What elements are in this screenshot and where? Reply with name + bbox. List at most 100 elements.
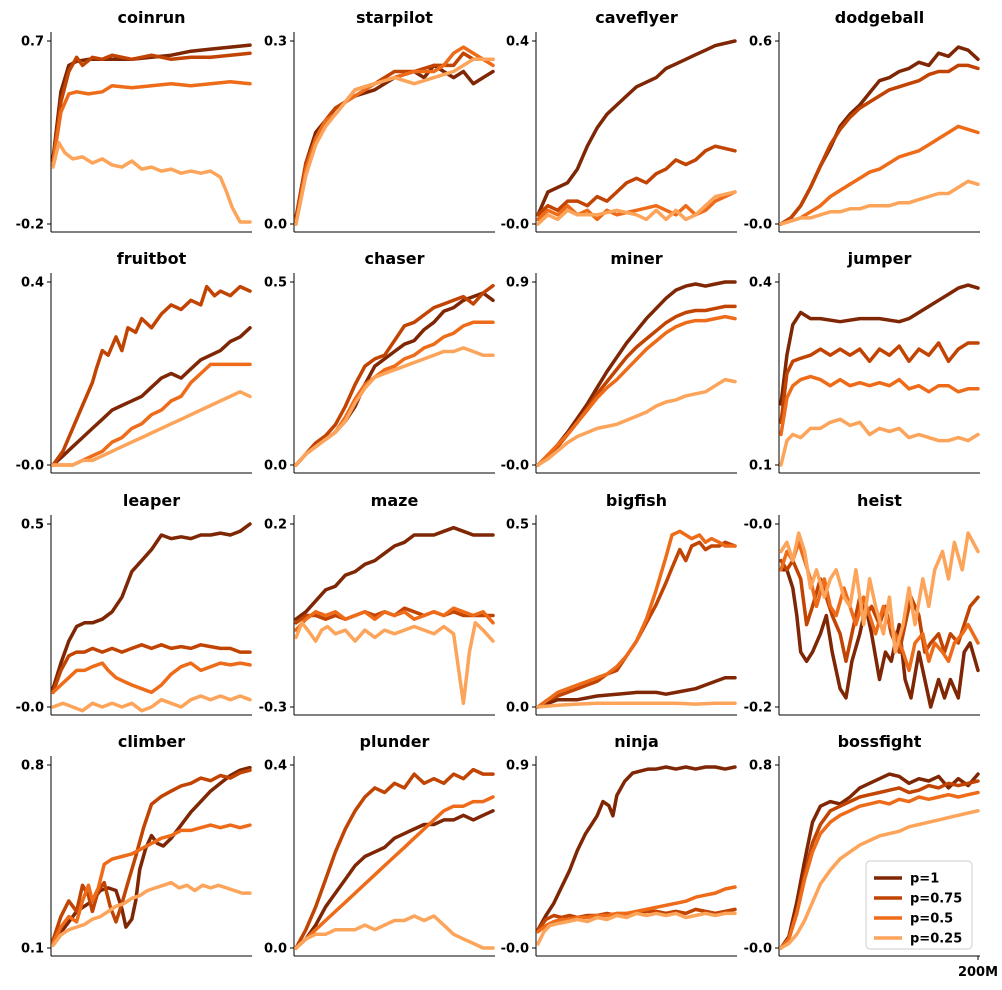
series-line-p=0.75 — [51, 643, 252, 695]
y-tick-label: -0.0 — [16, 701, 44, 716]
series-line-p=0.5 — [536, 314, 737, 467]
y-tick-label: 0.4 — [264, 759, 287, 774]
series-line-p=1 — [779, 283, 980, 406]
y-tick-label: -0.0 — [16, 459, 44, 474]
y-tick-label: -0.0 — [501, 218, 529, 233]
series-line-p=0.75 — [294, 283, 495, 467]
y-tick-label: 0.6 — [749, 35, 772, 50]
panel-leaper: leaper -0.0 0.5 — [16, 491, 252, 716]
y-tick-label: 0.0 — [264, 459, 287, 474]
series-line-p=1 — [51, 522, 252, 691]
series-line-p=0.5 — [779, 540, 980, 673]
panel-title: caveflyer — [595, 8, 678, 27]
series-line-p=0.5 — [779, 790, 980, 950]
y-tick-label: -0.2 — [16, 218, 44, 233]
y-tick-label: -0.0 — [501, 459, 529, 474]
panel-title: plunder — [360, 732, 430, 751]
panel-title: bigfish — [606, 491, 667, 510]
series-line-p=0.25 — [51, 390, 252, 467]
series-line-p=1 — [536, 39, 737, 217]
series-line-p=0.75 — [51, 768, 252, 942]
panel-title: ninja — [614, 732, 659, 751]
series-line-p=0.25 — [536, 377, 737, 467]
panel-title: starpilot — [356, 8, 433, 27]
panel-title: leaper — [123, 491, 180, 510]
panel-title: fruitbot — [117, 249, 187, 268]
legend-label: p=0.75 — [910, 892, 962, 907]
series-line-p=0.5 — [294, 606, 495, 632]
series-line-p=0.25 — [51, 140, 252, 224]
series-line-p=0.75 — [294, 767, 495, 950]
series-line-p=0.25 — [779, 809, 980, 950]
series-line-p=0.5 — [51, 823, 252, 945]
series-line-p=0.5 — [294, 795, 495, 950]
panel-dodgeball: dodgeball -0.0 0.6 — [744, 8, 980, 233]
y-tick-label: 0.4 — [21, 276, 44, 291]
panel-title: coinrun — [117, 8, 185, 27]
series-line-p=1 — [294, 63, 495, 220]
panel-title: climber — [118, 732, 185, 751]
series-line-p=1 — [294, 809, 495, 950]
series-line-p=0.25 — [51, 694, 252, 713]
panel-bigfish: bigfish 0.0 0.5 — [506, 491, 737, 716]
series-line-p=0.25 — [294, 621, 495, 706]
series-line-p=0.5 — [536, 529, 737, 709]
legend: p=1 p=0.75 p=0.5 p=0.25 — [865, 860, 973, 950]
y-tick-label: -0.0 — [744, 518, 772, 533]
y-tick-label: 0.5 — [506, 518, 529, 533]
panel-bossfight: bossfight -0.0 0.8 200M p=1 p=0.75 p=0.5 p=0.25 — [744, 732, 998, 980]
y-tick-label: 0.1 — [749, 459, 772, 474]
series-line-p=1 — [51, 765, 252, 945]
y-tick-label: 0.2 — [264, 518, 287, 533]
series-line-p=0.25 — [536, 911, 737, 946]
y-tick-label: -0.0 — [744, 218, 772, 233]
series-line-p=0.75 — [536, 144, 737, 217]
series-line-p=1 — [294, 525, 495, 621]
panel-title: chaser — [365, 249, 425, 268]
y-tick-label: 0.5 — [21, 518, 44, 533]
panel-climber: climber 0.1 0.8 — [21, 732, 252, 957]
panel-jumper: jumper 0.1 0.4 — [749, 249, 980, 474]
panel-title: jumper — [847, 249, 912, 268]
series-line-p=0.25 — [536, 190, 737, 226]
y-tick-label: 0.0 — [506, 701, 529, 716]
panel-ninja: ninja -0.0 0.9 — [501, 732, 737, 957]
panel-coinrun: coinrun -0.2 0.7 — [16, 8, 252, 233]
y-tick-label: 0.7 — [21, 35, 44, 50]
y-tick-label: 0.3 — [264, 35, 287, 50]
series-line-p=1 — [779, 45, 980, 226]
y-tick-label: -0.2 — [744, 701, 772, 716]
series-line-p=0.25 — [779, 417, 980, 467]
legend-label: p=0.25 — [910, 932, 962, 947]
series-line-p=0.75 — [51, 284, 252, 467]
series-line-p=0.25 — [779, 179, 980, 226]
series-line-p=0.25 — [294, 346, 495, 467]
series-line-p=0.5 — [536, 885, 737, 934]
series-line-p=1 — [779, 568, 980, 709]
y-tick-label: 0.4 — [749, 276, 772, 291]
panel-chaser: chaser 0.0 0.5 — [264, 249, 495, 474]
series-line-p=0.25 — [294, 57, 495, 226]
series-line-p=0.5 — [51, 79, 252, 165]
series-line-p=0.75 — [536, 540, 737, 709]
y-tick-label: -0.0 — [501, 942, 529, 957]
panel-title: heist — [857, 491, 902, 510]
panel-caveflyer: caveflyer -0.0 0.4 — [501, 8, 737, 233]
y-tick-label: 0.0 — [264, 942, 287, 957]
y-tick-label: 0.9 — [506, 276, 529, 291]
series-line-p=1 — [51, 326, 252, 467]
series-line-p=0.5 — [51, 362, 252, 467]
series-line-p=0.5 — [779, 374, 980, 437]
series-line-p=0.5 — [779, 124, 980, 226]
series-line-p=0.75 — [779, 63, 980, 226]
series-line-p=0.75 — [779, 341, 980, 425]
series-line-p=0.25 — [51, 880, 252, 948]
legend-label: p=0.5 — [910, 912, 953, 927]
y-tick-label: 0.8 — [21, 759, 44, 774]
y-tick-label: 0.1 — [21, 942, 44, 957]
legend-label: p=1 — [910, 872, 939, 887]
series-line-p=0.75 — [51, 51, 252, 165]
panel-fruitbot: fruitbot -0.0 0.4 — [16, 249, 252, 474]
series-line-p=1 — [536, 765, 737, 932]
